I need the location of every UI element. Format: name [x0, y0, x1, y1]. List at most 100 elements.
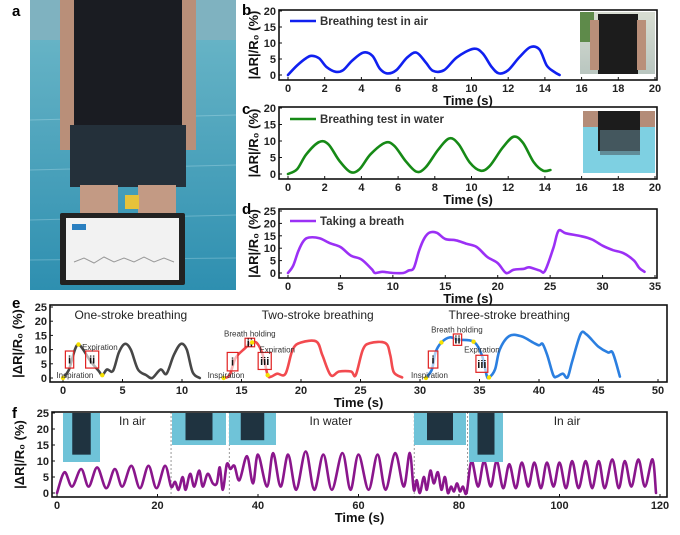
- series-line-d-0: [286, 228, 646, 275]
- y-tick-label: 5: [41, 359, 47, 371]
- x-tick-label: 10: [176, 385, 188, 397]
- phase-numeral: ii: [89, 355, 95, 367]
- x-tick-label: 8: [432, 182, 438, 194]
- x-tick-label: 40: [533, 385, 545, 397]
- x-tick-label: 2: [322, 83, 328, 95]
- plot-frame: [278, 106, 658, 180]
- photo-swimmer-with-laptop: [29, 0, 237, 290]
- x-tick-label: 40: [252, 500, 264, 512]
- x-tick-label: 16: [575, 83, 587, 95]
- photo-exiting-pool: [414, 413, 466, 445]
- y-tick-label: 15: [264, 22, 276, 34]
- x-axis-title: Time (s): [335, 510, 385, 525]
- x-tick-label: 50: [652, 385, 664, 397]
- x-axis-title: Time (s): [443, 93, 493, 108]
- x-tick-label: 14: [539, 182, 552, 194]
- y-tick-label: 0: [43, 488, 49, 500]
- y-tick-label: 0: [270, 169, 276, 181]
- phase-marker: [439, 340, 444, 345]
- series-line-b-0: [286, 45, 561, 77]
- y-axis-title: |ΔR|/R₀ (%): [246, 209, 261, 278]
- photo-in-air-start: [63, 413, 100, 462]
- phase-marker: [471, 339, 476, 344]
- photo-vest-in-air: [580, 12, 655, 74]
- annotation: Expiration: [259, 346, 295, 355]
- annotation: Inspiration: [56, 371, 93, 380]
- x-tick-label: 60: [352, 500, 364, 512]
- y-tick-label: 20: [264, 6, 276, 18]
- x-tick-label: 4: [358, 83, 365, 95]
- y-tick-label: 15: [264, 120, 276, 132]
- section-title: Three-stroke breathing: [449, 308, 570, 322]
- panel-label-a: a: [12, 3, 21, 20]
- chart-panel-b: b 0 2 4 6 8 10 12 14 16 18 20 0 5 10 15 20 Time (s) |ΔR|/R…: [242, 2, 661, 108]
- region-label: In air: [119, 414, 146, 428]
- photo-vest-in-water: [583, 111, 655, 173]
- x-tick-label: 12: [502, 83, 514, 95]
- series-line-e-0: [61, 342, 202, 380]
- plot-frame: [278, 9, 658, 81]
- x-tick-label: 10: [465, 182, 477, 194]
- x-tick-label: 30: [596, 281, 608, 293]
- panel-label-c: c: [242, 101, 250, 118]
- phase-numeral: ii: [454, 335, 460, 347]
- section-title: Two-stroke breathing: [262, 308, 374, 322]
- phase-box: [475, 354, 489, 373]
- x-tick-label: 0: [285, 281, 291, 293]
- x-tick-label: 15: [235, 385, 247, 397]
- x-tick-label: 2: [322, 182, 328, 194]
- legend-label: Breathing test in water: [320, 114, 444, 126]
- y-tick-label: 5: [270, 256, 276, 268]
- photo-in-air-end: [469, 413, 503, 462]
- phase-box: [452, 333, 463, 346]
- x-tick-label: 5: [337, 281, 343, 293]
- phase-box: [64, 350, 75, 369]
- y-tick-label: 10: [37, 456, 49, 468]
- y-tick-label: 5: [270, 153, 276, 165]
- y-tick-label: 15: [35, 330, 47, 342]
- x-tick-label: 0: [285, 83, 291, 95]
- phase-numeral: i: [231, 357, 234, 369]
- phase-box: [244, 337, 256, 348]
- photo-swimming: [229, 413, 276, 445]
- y-tick-label: 25: [35, 302, 47, 314]
- x-tick-label: 30: [414, 385, 426, 397]
- x-axis-title: Time (s): [443, 291, 493, 306]
- chart-panel-c: c 0 2 4 6 8 10 12 14 16 18 20 0 5 10 15 20 Time (s) |ΔR|/R…: [242, 101, 661, 207]
- x-tick-label: 8: [432, 83, 438, 95]
- x-tick-label: 18: [612, 182, 624, 194]
- plot-frame: [278, 208, 658, 279]
- x-tick-label: 18: [612, 83, 624, 95]
- y-tick-label: 20: [264, 218, 276, 230]
- panel-label-d: d: [242, 201, 251, 218]
- y-axis-title: |ΔR|/R₀ (%): [10, 309, 25, 378]
- annotation: Inspiration: [411, 371, 448, 380]
- chart-panel-f: f 0 20 40 60 80 100 120 0 5 10 15 20 25 Time (s) |ΔR|/R…: [12, 405, 669, 525]
- y-tick-label: 20: [37, 424, 49, 436]
- phase-marker: [100, 372, 105, 378]
- y-tick-label: 0: [41, 373, 47, 385]
- x-tick-label: 4: [358, 182, 365, 194]
- region-label: In air: [554, 414, 581, 428]
- annotation: Breath holding: [431, 326, 483, 335]
- x-tick-label: 6: [395, 83, 401, 95]
- panel-label-e: e: [12, 295, 20, 312]
- phase-box: [85, 350, 100, 369]
- phase-marker: [60, 375, 66, 381]
- x-tick-label: 80: [453, 500, 465, 512]
- annotation: Breath holding: [224, 330, 276, 339]
- phase-numeral: ii: [247, 338, 253, 350]
- x-tick-label: 35: [649, 281, 661, 293]
- phase-box: [226, 351, 239, 372]
- y-tick-label: 5: [43, 472, 49, 484]
- legend-label: Taking a breath: [320, 216, 404, 228]
- x-tick-label: 12: [502, 182, 514, 194]
- panel-label-f: f: [12, 405, 18, 422]
- y-axis-title: |ΔR|/R₀ (%): [246, 11, 261, 80]
- x-tick-label: 20: [295, 385, 307, 397]
- y-tick-label: 10: [35, 345, 47, 357]
- phase-numeral: iii: [477, 359, 486, 371]
